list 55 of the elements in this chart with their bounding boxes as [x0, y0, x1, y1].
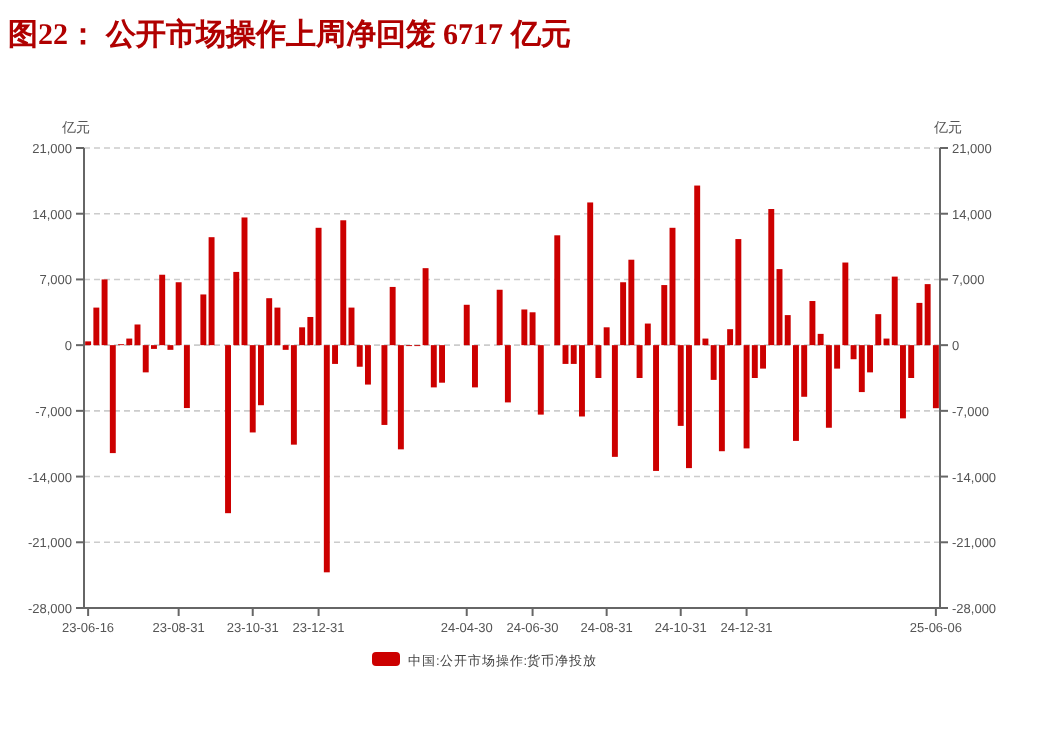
bar [340, 220, 347, 346]
bar [636, 345, 643, 378]
bar [183, 345, 190, 409]
bar [932, 345, 939, 409]
bar [718, 345, 725, 452]
bar [628, 259, 635, 346]
bar [809, 301, 816, 346]
bar [875, 314, 882, 346]
bar [891, 276, 898, 346]
bar [743, 345, 750, 449]
bar [109, 345, 116, 454]
bar [644, 323, 651, 346]
bar [900, 345, 906, 419]
bar [924, 284, 931, 346]
bar [142, 345, 149, 373]
bar [430, 345, 437, 388]
bar [603, 327, 610, 346]
bar [579, 345, 585, 417]
bar [266, 298, 273, 346]
bar [159, 274, 166, 346]
bar [496, 289, 503, 346]
bar [521, 309, 528, 346]
bar [315, 227, 322, 346]
bar [422, 268, 429, 346]
bar [686, 345, 692, 469]
bar [611, 345, 618, 457]
bar [439, 345, 445, 383]
bar [290, 345, 297, 445]
bar [529, 312, 536, 346]
bar [101, 279, 108, 346]
bar [225, 345, 231, 514]
bar [735, 239, 742, 346]
bar [694, 185, 701, 346]
bar [858, 345, 865, 393]
bar [595, 345, 602, 378]
bar [793, 345, 799, 441]
bar [587, 202, 594, 346]
bar [554, 235, 561, 346]
bar [842, 262, 849, 346]
bar [323, 345, 330, 573]
bar [249, 345, 256, 433]
bar [389, 286, 396, 346]
bar [537, 345, 544, 415]
bar [397, 345, 404, 450]
bar [208, 237, 215, 346]
bar [463, 304, 470, 346]
bar [504, 345, 511, 403]
bar [365, 345, 371, 385]
bar [175, 282, 182, 346]
bar [472, 345, 478, 388]
bar [381, 345, 388, 425]
bar [653, 345, 659, 471]
chart-title: 图22： 公开市场操作上周净回笼 6717 亿元 [8, 16, 571, 52]
bar [825, 345, 832, 428]
bar [768, 209, 775, 346]
